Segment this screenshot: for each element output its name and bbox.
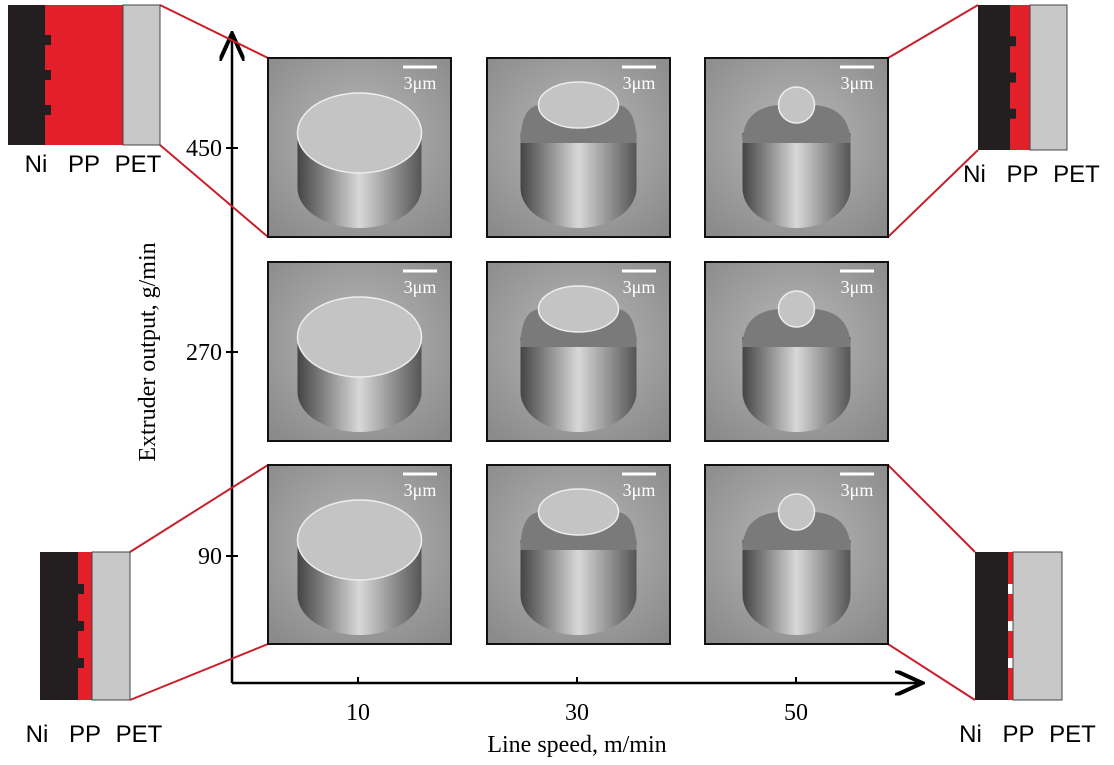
layer-label: Ni: [963, 161, 986, 188]
pillar-top: [298, 500, 422, 580]
layer-label: PET: [115, 151, 162, 178]
scale-label: 3μm: [623, 73, 656, 93]
y-tick-label: 450: [186, 136, 222, 162]
figure: Line speed, m/min Extruder output, g/min…: [0, 0, 1114, 765]
layer-inset: Ni PP PET: [26, 552, 163, 748]
pillar-top: [779, 494, 815, 530]
connector: [160, 5, 268, 58]
layer-label: Ni: [26, 721, 49, 748]
notch: [78, 658, 84, 668]
notch: [78, 621, 84, 631]
notch: [1010, 109, 1016, 119]
pet-layer: [1030, 5, 1067, 150]
y-axis-label: Extruder output, g/min: [135, 242, 161, 461]
sem-panel: 3μm: [268, 465, 451, 644]
connector: [888, 644, 975, 700]
scale-label: 3μm: [841, 480, 874, 500]
pet-layer: [123, 5, 160, 145]
connector: [130, 644, 268, 700]
pillar-top: [539, 489, 619, 535]
pillar-top: [779, 87, 815, 123]
sem-panel: 3μm: [268, 262, 451, 441]
x-tick-label: 50: [784, 700, 808, 726]
pet-layer: [92, 552, 130, 700]
x-tick-label: 30: [565, 700, 589, 726]
pp-layer: [45, 5, 123, 145]
notch: [78, 584, 84, 594]
layer-label: PET: [1053, 161, 1100, 188]
layer-inset: Ni PP PET: [963, 5, 1100, 188]
pillar-side: [743, 133, 851, 228]
scale-label: 3μm: [841, 277, 874, 297]
scale-label: 3μm: [623, 277, 656, 297]
sem-panel: 3μm: [705, 465, 888, 644]
pillar-side: [521, 540, 637, 635]
sem-panel: 3μm: [487, 465, 670, 644]
notch: [45, 70, 51, 80]
notch: [1010, 73, 1016, 83]
x-axis-label: Line speed, m/min: [487, 732, 666, 758]
sem-panel: 3μm: [705, 262, 888, 441]
pillar-side: [743, 540, 851, 635]
y-tick-label: 270: [186, 340, 222, 366]
notch: [1010, 36, 1016, 46]
pillar-side: [743, 337, 851, 432]
scale-label: 3μm: [404, 73, 437, 93]
ni-layer: [978, 5, 1010, 150]
sem-panel: 3μm: [487, 58, 670, 237]
pillar-top: [539, 286, 619, 332]
connector: [888, 465, 975, 552]
x-tick-label: 10: [346, 700, 370, 726]
y-tick-label: 90: [198, 544, 222, 570]
sem-panel: 3μm: [705, 58, 888, 237]
pillar-top: [779, 291, 815, 327]
sem-panel: 3μm: [487, 262, 670, 441]
pillar-top: [298, 93, 422, 173]
ni-layer: [40, 552, 78, 700]
layer-label: PP: [1006, 161, 1038, 188]
connector: [888, 5, 978, 58]
pillar-side: [521, 133, 637, 228]
scale-label: 3μm: [623, 480, 656, 500]
ni-layer: [8, 5, 45, 145]
sem-panel: 3μm: [268, 58, 451, 237]
layer-label: PET: [1049, 721, 1096, 748]
ni-layer: [975, 552, 1008, 700]
layer-label: PP: [68, 151, 100, 178]
notch: [45, 105, 51, 115]
layer-label: PP: [69, 721, 101, 748]
connector: [130, 465, 268, 552]
pillar-top: [539, 82, 619, 128]
layer-label: Ni: [959, 721, 982, 748]
layer-label: PP: [1002, 721, 1034, 748]
scale-label: 3μm: [841, 73, 874, 93]
layer-label: Ni: [25, 151, 48, 178]
layer-inset: Ni PP PET: [959, 552, 1096, 748]
pillar-side: [521, 337, 637, 432]
pet-layer: [1013, 552, 1062, 700]
scale-label: 3μm: [404, 480, 437, 500]
layer-label: PET: [116, 721, 163, 748]
notch: [45, 35, 51, 45]
pillar-top: [298, 297, 422, 377]
layer-inset: Ni PP PET: [8, 5, 162, 178]
scale-label: 3μm: [404, 277, 437, 297]
